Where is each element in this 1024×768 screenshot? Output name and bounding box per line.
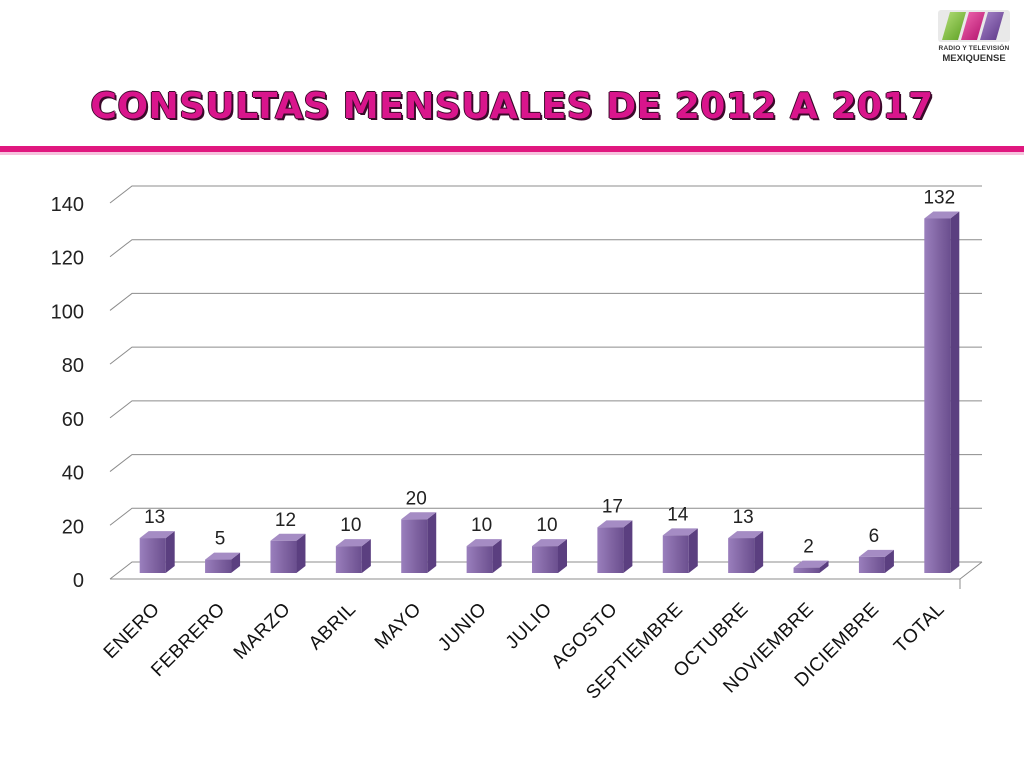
bar-front <box>924 218 951 573</box>
gridline <box>109 292 982 311</box>
bar-front <box>597 527 624 573</box>
bar-top <box>532 539 567 547</box>
y-tick-label: 120 <box>51 248 84 270</box>
data-label: 6 <box>869 526 880 547</box>
data-label: 13 <box>144 507 165 528</box>
data-label: 20 <box>406 488 427 509</box>
data-label: 12 <box>275 510 296 531</box>
data-label: 17 <box>602 496 623 517</box>
bar-top <box>401 512 437 520</box>
bar-side <box>754 531 764 573</box>
gridline <box>109 561 982 580</box>
logo-text-line2: MEXIQUENSE <box>942 53 1006 64</box>
data-label: 14 <box>667 504 689 525</box>
gridline <box>109 185 982 204</box>
bar-front <box>728 538 755 573</box>
x-tick-label: MARZO <box>230 599 295 664</box>
y-tick-label: 0 <box>73 570 84 592</box>
bar-top <box>205 552 241 560</box>
logo-stripes <box>938 10 1010 42</box>
bar-front <box>466 546 493 573</box>
brand-logo: RADIO Y TELEVISIÓN MEXIQUENSE <box>936 8 1012 64</box>
y-tick-label: 80 <box>62 355 84 377</box>
bar-side <box>165 531 175 573</box>
bar-side <box>950 211 960 573</box>
bar-side <box>492 539 502 573</box>
title-divider <box>0 146 1024 152</box>
bar-top <box>662 528 698 536</box>
data-label: 132 <box>923 187 955 208</box>
bar-top <box>466 539 502 547</box>
x-tick-label: ENERO <box>100 599 164 663</box>
gridline <box>109 239 982 258</box>
bar-top <box>858 549 894 557</box>
x-tick-label: JUNIO <box>434 599 491 656</box>
bar-front <box>662 535 689 573</box>
x-tick-label: JULIO <box>502 599 557 654</box>
x-tick-label: TOTAL <box>890 599 949 658</box>
bar-front <box>270 540 297 573</box>
bar-top <box>139 531 175 539</box>
gridline <box>109 507 982 526</box>
bar-side <box>361 539 371 573</box>
bar-top <box>924 211 960 219</box>
bar-chart: 02040608010012014013ENERO5FEBRERO12MARZO… <box>51 185 983 704</box>
x-tick-label: MAYO <box>371 599 426 654</box>
bar-side <box>558 539 567 573</box>
bar-top <box>728 531 764 539</box>
bar-front <box>858 556 885 573</box>
bar-top <box>335 539 371 547</box>
data-label: 10 <box>471 515 492 536</box>
bar-side <box>427 512 437 573</box>
gridline <box>109 346 982 365</box>
bar-side <box>819 560 829 573</box>
bar <box>793 560 829 573</box>
page-title: CONSULTAS MENSUALES DE 2012 A 2017 <box>90 86 934 127</box>
x-tick-label: ABRIL <box>305 599 360 654</box>
y-tick-label: 140 <box>51 194 84 216</box>
y-tick-label: 100 <box>51 301 84 323</box>
bar <box>270 533 306 573</box>
bar <box>858 549 894 573</box>
bar <box>532 539 567 573</box>
bar-front <box>205 559 232 573</box>
bar-front <box>139 538 166 573</box>
gridline <box>109 454 982 472</box>
bar-front <box>793 567 820 573</box>
bar-side <box>623 520 633 573</box>
data-label: 5 <box>215 529 226 550</box>
bar-side <box>688 528 698 573</box>
bar-front <box>532 546 558 573</box>
bar <box>924 211 960 573</box>
y-tick-label: 60 <box>62 409 84 431</box>
bar-side <box>231 552 241 573</box>
bar-front <box>335 546 362 573</box>
bar <box>205 552 241 573</box>
bar <box>139 531 175 573</box>
bar-side <box>296 533 306 573</box>
data-label: 10 <box>340 515 361 536</box>
title-divider-shadow <box>0 152 1024 155</box>
floor-right-edge <box>959 561 983 580</box>
data-label: 2 <box>803 537 814 558</box>
bar <box>335 539 371 573</box>
y-tick-label: 20 <box>62 516 84 538</box>
data-label: 10 <box>536 515 557 536</box>
bar <box>597 520 633 573</box>
bar <box>728 531 764 573</box>
logo-text-line1: RADIO Y TELEVISIÓN <box>938 45 1010 52</box>
data-label: 13 <box>733 507 754 528</box>
y-tick-label: 40 <box>62 463 84 485</box>
bar <box>401 512 437 573</box>
bar-top <box>597 520 633 528</box>
bar-side <box>884 549 894 573</box>
bar <box>662 528 698 573</box>
bar-top <box>270 533 306 541</box>
bar-top <box>793 560 829 568</box>
gridline <box>109 400 982 419</box>
bar <box>466 539 502 573</box>
bar-front <box>401 519 428 573</box>
